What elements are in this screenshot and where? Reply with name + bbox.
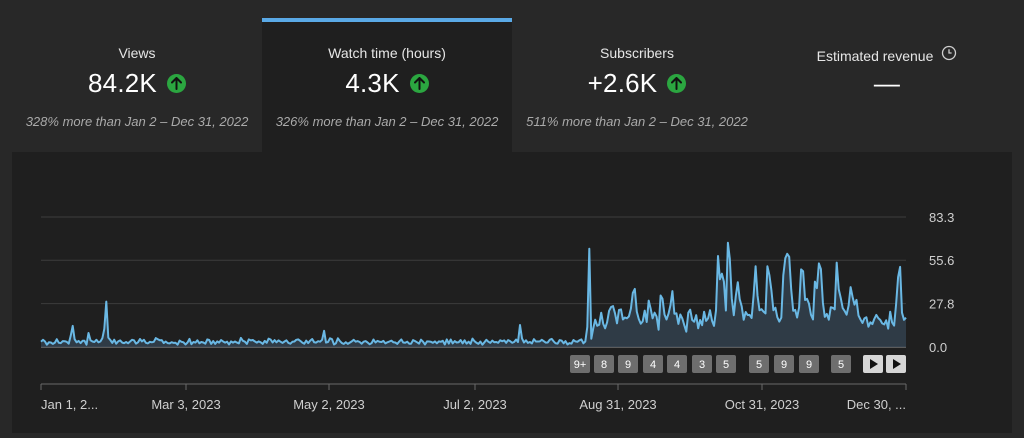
x-tick-label: Oct 31, 2023 — [725, 397, 799, 412]
event-badge[interactable]: 8 — [594, 355, 614, 373]
trend-up-icon — [166, 74, 186, 93]
badge-label: 4 — [650, 359, 656, 371]
metric-value: +2.6K — [587, 68, 658, 98]
badge-label: 5 — [756, 359, 762, 371]
badge-label: 9+ — [574, 359, 587, 371]
badge-label: 5 — [723, 359, 729, 371]
badge-label: 9 — [625, 359, 631, 371]
y-tick-label: 0.0 — [929, 340, 947, 355]
metric-value: 4.3K — [345, 68, 400, 98]
tab-estimated-revenue[interactable]: Estimated revenue — — [762, 18, 1012, 152]
y-tick-label: 27.8 — [929, 297, 954, 312]
x-tick-label: Mar 3, 2023 — [151, 397, 220, 412]
tab-views[interactable]: Views 84.2K 328% more than Jan 2 – Dec 3… — [12, 18, 263, 152]
series-line — [40, 241, 907, 346]
watch-time-chart: 83.3 55.6 27.8 0.0 9+ 8 9 4 4 3 5 5 9 9 5 Jan 1, 2... Ma… — [12, 152, 1012, 433]
badge-label: 8 — [601, 359, 607, 371]
y-tick-label: 83.3 — [929, 210, 954, 225]
event-badge[interactable]: 5 — [716, 355, 736, 373]
comparison-text: 326% more than Jan 2 – Dec 31, 2022 — [275, 114, 499, 129]
analytics-panel: Views 84.2K 328% more than Jan 2 – Dec 3… — [12, 18, 1012, 433]
selected-indicator — [262, 18, 512, 22]
tab-title: Views — [118, 45, 156, 61]
tab-watch-time[interactable]: Watch time (hours) 4.3K 326% more than J… — [262, 18, 513, 152]
badge-label: 5 — [838, 359, 844, 371]
x-tick-label: May 2, 2023 — [293, 397, 365, 412]
x-tick-label: Jan 1, 2... — [41, 397, 98, 412]
y-tick-label: 55.6 — [929, 253, 954, 268]
tab-title: Subscribers — [600, 45, 674, 61]
x-tick-label: Jul 2, 2023 — [443, 397, 507, 412]
trend-up-icon — [409, 74, 429, 93]
comparison-text: 511% more than Jan 2 – Dec 31, 2022 — [526, 114, 748, 129]
event-badge[interactable]: 4 — [643, 355, 663, 373]
tab-title: Watch time (hours) — [328, 45, 446, 61]
badge-label: 9 — [806, 359, 812, 371]
event-badge[interactable]: 9 — [618, 355, 638, 373]
badge-label: 9 — [781, 359, 787, 371]
event-badge[interactable]: 9 — [774, 355, 794, 373]
tab-title: Estimated revenue — [816, 47, 934, 64]
event-badge[interactable]: 3 — [692, 355, 712, 373]
tab-subscribers[interactable]: Subscribers +2.6K 511% more than Jan 2 –… — [512, 18, 763, 152]
comparison-text: 328% more than Jan 2 – Dec 31, 2022 — [25, 114, 249, 129]
chart-svg: 83.3 55.6 27.8 0.0 9+ 8 9 4 4 3 5 5 9 9 5 Jan 1, 2... Ma… — [40, 210, 954, 412]
event-badge[interactable]: 9 — [799, 355, 819, 373]
x-tick-label: Dec 30, ... — [847, 397, 906, 412]
badge-label: 4 — [674, 359, 680, 371]
event-badge[interactable]: 5 — [749, 355, 769, 373]
area-fill — [41, 242, 906, 347]
clock-icon[interactable] — [941, 45, 957, 66]
badge-label: 3 — [699, 359, 705, 371]
play-icon[interactable] — [863, 355, 883, 373]
metric-value: — — [873, 68, 901, 98]
x-tick-label: Aug 31, 2023 — [579, 397, 656, 412]
event-badge[interactable]: 5 — [831, 355, 851, 373]
play-icon[interactable] — [886, 355, 906, 373]
event-badge[interactable]: 9+ — [570, 355, 590, 373]
metric-tabs: Views 84.2K 328% more than Jan 2 – Dec 3… — [12, 18, 1012, 152]
event-badge[interactable]: 4 — [667, 355, 687, 373]
trend-up-icon — [667, 74, 687, 93]
metric-value: 84.2K — [88, 68, 157, 98]
